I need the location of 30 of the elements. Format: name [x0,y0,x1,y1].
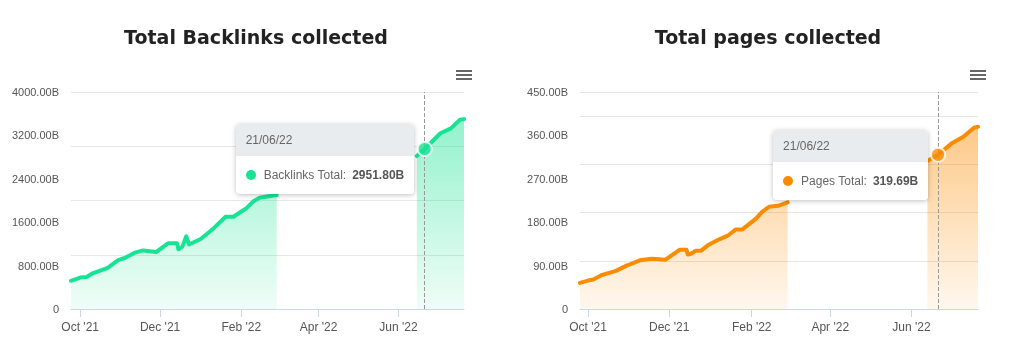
x-tick-label: Apr '22 [299,320,338,334]
annotation: 21/06/22 [235,123,415,156]
y-tick-label: 4000.00B [11,86,59,98]
y-tick-label: 90.00B [533,259,568,272]
chart-title: Total Backlinks collected [124,25,388,48]
x-tick-label: Oct '21 [569,320,608,334]
y-tick-label: 0 [52,303,59,315]
y-tick-label: 360.00B [527,129,568,142]
x-tick-label: Dec '21 [139,320,181,334]
x-tick-label: Feb '22 [731,320,772,334]
x-tick-label: Feb '22 [221,320,262,334]
x-tick-label: Apr '22 [811,320,850,334]
tooltip-card: 21/06/22 Backlinks Total: 2951.80B [235,123,415,194]
annotation: Pages Total: 319.69B [801,173,919,188]
y-tick-label: 450.00B [527,86,568,98]
y-tick-label: 3200.00B [11,129,59,142]
annotation: Backlinks Total: 2951.80B [263,167,405,182]
y-tick-label: 2400.00B [11,172,59,185]
y-tick-label: 800.00B [18,259,59,272]
tooltip-card: 21/06/22 Pages Total: 319.69B [773,129,929,200]
y-tick-label: 1600.00B [11,216,59,229]
y-tick-label: 180.00B [527,216,568,229]
annotation: 21/06/22 [773,129,929,162]
x-tick-label: Jun '22 [379,320,418,334]
y-tick-label: 270.00B [527,172,568,185]
x-tick-label: Dec '21 [649,320,690,334]
y-tick-label: 0 [561,303,568,315]
chart-title: Total pages collected [654,25,882,48]
x-tick-label: Oct '21 [61,320,100,334]
x-tick-label: Jun '22 [892,320,931,334]
